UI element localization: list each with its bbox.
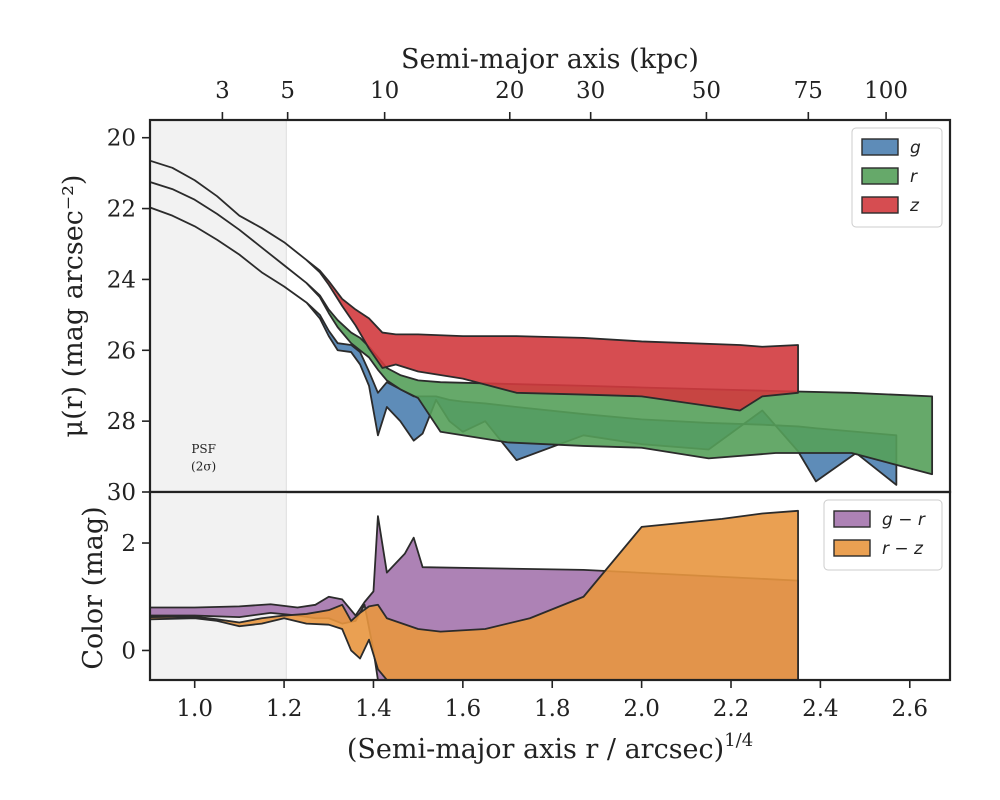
legend-swatch-g	[861, 138, 899, 156]
legend-label-z: z	[909, 196, 920, 216]
plot-area-bottom	[150, 492, 799, 680]
band-rz	[150, 509, 799, 680]
x-axis-title-superscript: 1/4	[724, 730, 753, 751]
top-x-tick-label-6: 75	[794, 78, 823, 104]
psf-shaded-region	[150, 492, 287, 680]
y-tick-label-30: 30	[107, 480, 136, 506]
y-tick-label-20: 20	[107, 126, 136, 152]
legend-swatch-rz	[833, 539, 871, 557]
legend-top: grz	[851, 127, 943, 228]
legend-bottom: g − r r − z	[823, 499, 943, 571]
legend-label-g: g	[910, 138, 921, 158]
x-tick-label-2: 1.4	[355, 696, 392, 722]
x-tick-label-6: 2.2	[713, 696, 750, 722]
x-tick-label-7: 2.4	[802, 696, 839, 722]
legend-label-gr: g − r	[882, 510, 926, 530]
psf-shaded-region	[150, 120, 287, 492]
legend-swatch-gr	[833, 510, 871, 528]
top-x-tick-label-5: 50	[692, 78, 721, 104]
surface-brightness-panel: 20 22 24 26 28 30 3 5 10 20 30 50 75 100 PSF (2σ) grz	[107, 78, 952, 506]
axis-labels: μ(r) (mag arcsec⁻²) Semi-major axis (kpc…	[58, 44, 753, 765]
top-x-tick-label-1: 5	[280, 78, 295, 104]
x-tick-label-1: 1.2	[266, 696, 303, 722]
x-axis-title: (Semi-major axis r / arcsec)1/4	[347, 730, 753, 765]
top-x-tick-label-3: 20	[495, 78, 524, 104]
legend-swatch-z	[861, 196, 899, 214]
legend-swatch-r	[861, 167, 899, 185]
x-tick-label-0: 1.0	[176, 696, 213, 722]
y-axis-title-color: Color (mag)	[78, 506, 109, 669]
y-tick-label-2: 2	[121, 531, 136, 557]
top-x-tick-label-0: 3	[215, 78, 230, 104]
psf-label-line1: PSF	[191, 442, 216, 456]
y-tick-label-28: 28	[107, 409, 136, 435]
x-tick-label-4: 1.8	[534, 696, 571, 722]
legend-label-rz: r − z	[882, 539, 924, 559]
color-profile-panel: 0 2 1.0 1.2 1.4 1.6 1.8 2.0 2.2 2.4 2.6 g − r r − z	[121, 490, 952, 722]
x-tick-label-5: 2.0	[623, 696, 660, 722]
psf-label-line2: (2σ)	[191, 460, 216, 474]
top-x-tick-label-7: 100	[864, 78, 908, 104]
y-tick-label-24: 24	[107, 267, 136, 293]
band-z	[150, 159, 799, 412]
y-tick-label-26: 26	[107, 338, 136, 364]
top-x-tick-label-4: 30	[576, 78, 605, 104]
y-tick-label-22: 22	[107, 197, 136, 223]
y-axis-title-surface-brightness: μ(r) (mag arcsec⁻²)	[58, 175, 89, 438]
panel-frame-bottom	[148, 490, 952, 682]
plot-area-top	[150, 120, 934, 492]
x-axis-title-main: (Semi-major axis r / arcsec)	[347, 734, 724, 765]
y-tick-label-0: 0	[121, 638, 136, 664]
x-tick-label-3: 1.6	[445, 696, 482, 722]
legend-label-r: r	[910, 167, 918, 187]
x-tick-label-8: 2.6	[891, 696, 928, 722]
top-x-axis-title: Semi-major axis (kpc)	[401, 44, 699, 75]
top-x-tick-label-2: 10	[370, 78, 399, 104]
